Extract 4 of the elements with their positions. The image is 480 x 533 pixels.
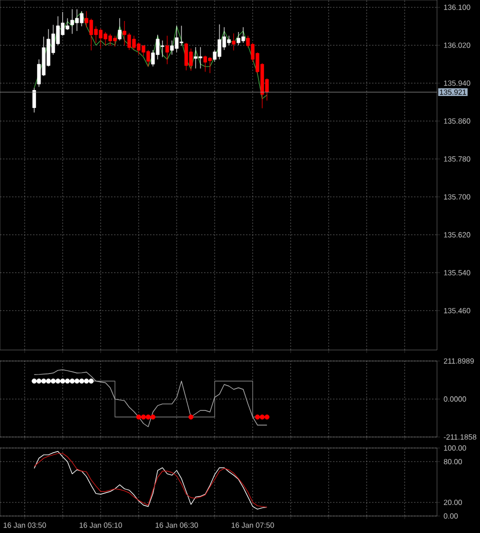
candlestick	[232, 33, 236, 51]
candlestick	[165, 35, 169, 64]
candlestick	[118, 18, 122, 41]
candlestick	[32, 88, 36, 113]
